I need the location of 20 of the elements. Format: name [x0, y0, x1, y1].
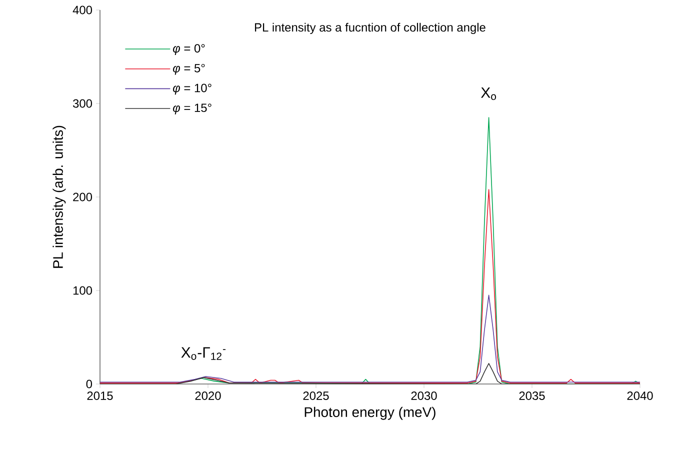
- y-tick-label: 200: [73, 192, 92, 202]
- text: PL intensity as a fucntion of collection angle: [255, 22, 486, 34]
- x-tick-label: 2035: [519, 392, 545, 400]
- x-tick-label: 2015: [87, 392, 113, 400]
- y-axis-title: PL intensity (arb. units): [52, 126, 66, 268]
- legend-label: φ = 15°: [173, 104, 212, 114]
- y-tick-label: 400: [72, 6, 92, 14]
- x-tick-label: 2020: [195, 392, 221, 400]
- legend-label: φ = 0°: [173, 44, 205, 55]
- x-tick-label: 2030: [411, 392, 437, 400]
- legend-label: φ = 10°: [173, 84, 212, 95]
- annotation: X$_{o}$: [480, 87, 496, 100]
- annotation: X$_{o}$-Γ$_{12}$-: [181, 347, 226, 360]
- y-tick-label: 100: [73, 286, 92, 295]
- x-tick-label: 2040: [627, 392, 653, 400]
- x-tick-label: 2025: [303, 392, 329, 400]
- y-tick-label: 0: [86, 380, 92, 388]
- y-tick-label: 300: [72, 99, 92, 108]
- x-axis-title: Photon energy (meV): [304, 406, 436, 420]
- legend-label: φ = 5°: [173, 64, 205, 75]
